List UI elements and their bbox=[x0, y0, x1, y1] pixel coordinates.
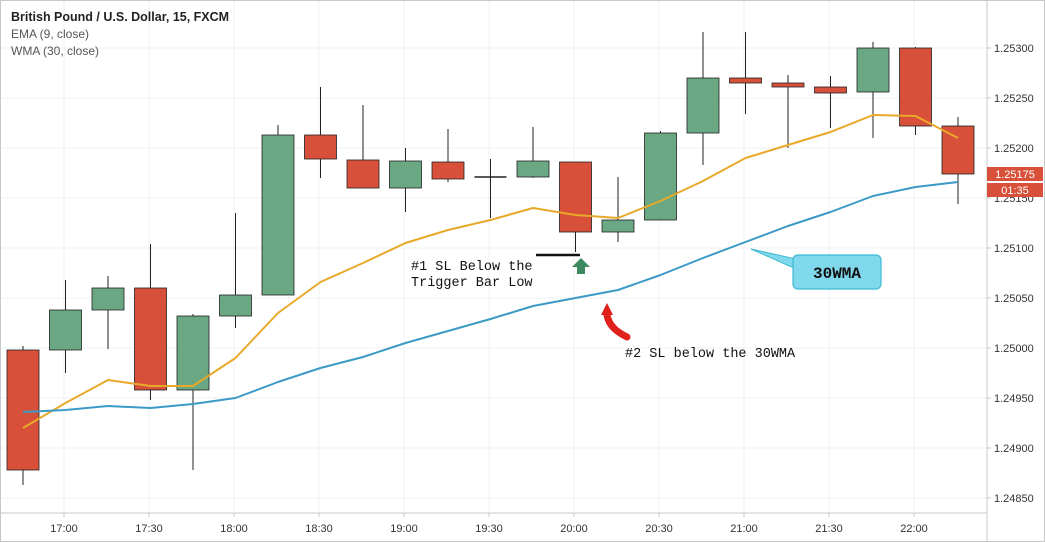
sl1-annotation-line1: #1 SL Below the bbox=[411, 260, 533, 275]
candle[interactable] bbox=[219, 213, 252, 328]
candle[interactable] bbox=[686, 32, 720, 165]
candle-body bbox=[686, 77, 720, 134]
wma-line bbox=[22, 181, 959, 413]
candle[interactable] bbox=[474, 159, 507, 218]
candle-body bbox=[176, 315, 210, 391]
y-tick-label: 1.24950 bbox=[994, 393, 1034, 405]
candle-body bbox=[899, 47, 932, 127]
x-tick-label: 22:00 bbox=[900, 523, 928, 535]
y-tick-label: 1.24850 bbox=[994, 493, 1034, 505]
candle[interactable] bbox=[729, 32, 762, 114]
candle-body bbox=[389, 160, 422, 189]
candle[interactable] bbox=[346, 105, 380, 189]
candle-body bbox=[49, 309, 82, 351]
candle-body bbox=[516, 160, 550, 178]
candle[interactable] bbox=[134, 244, 167, 400]
candle[interactable] bbox=[261, 125, 295, 296]
candle-body bbox=[346, 159, 380, 189]
candle-body bbox=[6, 349, 40, 471]
current-price-value: 1.25175 bbox=[995, 169, 1035, 181]
candle-body bbox=[729, 77, 762, 84]
time-axis[interactable]: 17:00 17:30 18:00 18:30 19:00 19:30 20:00 20:30… bbox=[1, 512, 987, 535]
chart-legend: British Pound / U.S. Dollar, 15, FXCM EM… bbox=[11, 9, 229, 60]
y-tick-label: 1.25050 bbox=[994, 293, 1034, 305]
wma-legend-label[interactable]: WMA (30, close) bbox=[11, 44, 100, 58]
sl1-annotation-line2: Trigger Bar Low bbox=[411, 276, 533, 291]
current-price-tag bbox=[987, 167, 1043, 181]
candle-body bbox=[601, 219, 635, 233]
x-tick-label: 21:00 bbox=[730, 523, 758, 535]
candle-body bbox=[941, 125, 975, 175]
candle[interactable] bbox=[6, 346, 40, 485]
candle-body bbox=[91, 287, 125, 311]
candle[interactable] bbox=[644, 131, 677, 221]
sl2-arrowhead-icon bbox=[601, 303, 613, 315]
candle-body bbox=[559, 161, 592, 233]
grid-lines bbox=[1, 1, 987, 513]
y-tick-label: 1.25300 bbox=[994, 43, 1034, 55]
ema-line bbox=[22, 114, 959, 429]
bar-countdown-value: 01:35 bbox=[1001, 185, 1029, 197]
candle-body bbox=[304, 134, 337, 160]
candle[interactable] bbox=[941, 117, 975, 204]
x-tick-label: 20:00 bbox=[560, 523, 588, 535]
sl2-annotation: #2 SL below the 30WMA bbox=[625, 347, 796, 362]
countdown-tag bbox=[987, 183, 1043, 197]
y-tick-label: 1.24900 bbox=[994, 443, 1034, 455]
candle[interactable] bbox=[771, 75, 805, 148]
indicator-lines bbox=[22, 114, 959, 429]
sl2-curved-arrow-icon bbox=[603, 311, 631, 341]
ema-legend-label[interactable]: EMA (9, close) bbox=[11, 27, 90, 41]
candles[interactable] bbox=[6, 32, 975, 485]
candle[interactable] bbox=[389, 148, 422, 212]
price-axis[interactable]: 1.24850 1.24900 1.24950 1.25000 1.25050 1.251… bbox=[986, 1, 1034, 541]
y-tick-label: 1.25100 bbox=[994, 243, 1034, 255]
candle[interactable] bbox=[431, 129, 465, 182]
candle-body bbox=[261, 134, 295, 296]
candle[interactable] bbox=[899, 47, 932, 135]
candle-body bbox=[771, 82, 805, 88]
x-tick-label: 19:00 bbox=[390, 523, 418, 535]
candle-body bbox=[134, 287, 167, 391]
wma-callout-pointer bbox=[750, 248, 797, 270]
candle[interactable] bbox=[601, 177, 635, 242]
candle-body bbox=[856, 47, 890, 93]
candle[interactable] bbox=[856, 42, 890, 138]
candle[interactable] bbox=[49, 280, 82, 373]
candle-body bbox=[814, 86, 847, 94]
y-tick-label: 1.25000 bbox=[994, 343, 1034, 355]
x-tick-label: 21:30 bbox=[815, 523, 843, 535]
symbol-title[interactable]: British Pound / U.S. Dollar, 15, FXCM bbox=[11, 10, 230, 24]
y-tick-label: 1.25250 bbox=[994, 93, 1034, 105]
x-tick-label: 17:00 bbox=[50, 523, 78, 535]
x-tick-label: 17:30 bbox=[135, 523, 163, 535]
candle[interactable] bbox=[304, 87, 337, 178]
y-tick-label: 1.25200 bbox=[994, 143, 1034, 155]
x-tick-label: 18:30 bbox=[305, 523, 333, 535]
candle-body bbox=[219, 294, 252, 317]
candle[interactable] bbox=[176, 314, 210, 470]
x-tick-label: 19:30 bbox=[475, 523, 503, 535]
candle-body bbox=[431, 161, 465, 180]
sl1-up-arrow-icon bbox=[572, 258, 590, 274]
wma-callout-label: 30WMA bbox=[813, 265, 861, 283]
wma-callout-box bbox=[792, 254, 882, 290]
x-tick-label: 20:30 bbox=[645, 523, 673, 535]
candle[interactable] bbox=[814, 76, 847, 128]
candle[interactable] bbox=[516, 127, 550, 178]
candle[interactable] bbox=[91, 276, 125, 349]
candle-body bbox=[644, 132, 677, 221]
candle[interactable] bbox=[559, 161, 592, 252]
x-tick-label: 18:00 bbox=[220, 523, 248, 535]
